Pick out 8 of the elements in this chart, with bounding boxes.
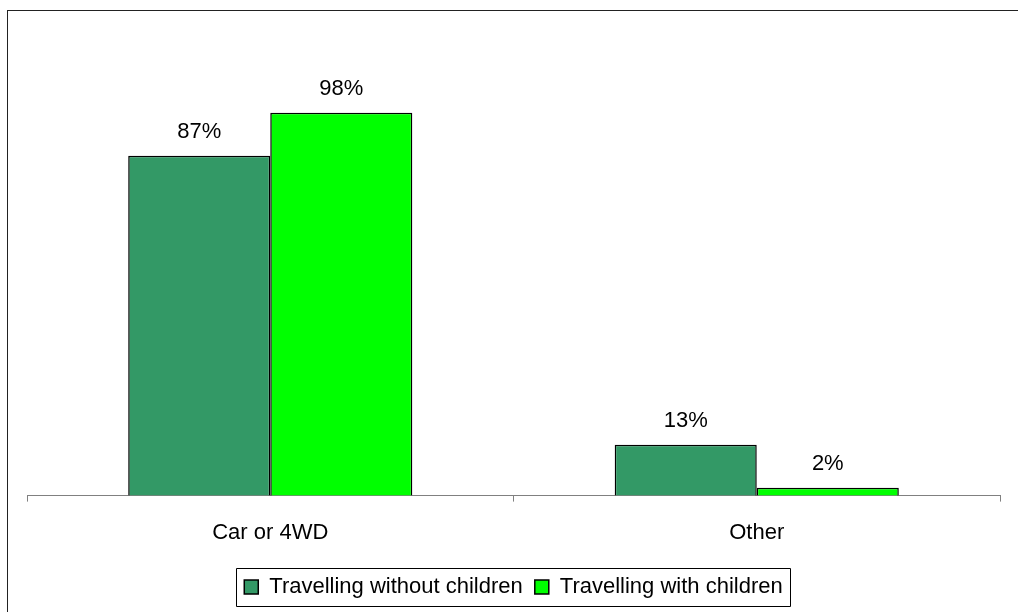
legend-label: Travelling without children <box>269 573 523 599</box>
data-label: 13% <box>663 406 708 432</box>
data-label: 98% <box>319 74 364 100</box>
data-label: 2% <box>811 449 844 475</box>
data-label: 87% <box>177 117 222 143</box>
x-tick-label: Other <box>729 518 785 544</box>
legend-label: Travelling with children <box>559 573 783 599</box>
x-tick-label: Car or 4WD <box>212 518 329 544</box>
